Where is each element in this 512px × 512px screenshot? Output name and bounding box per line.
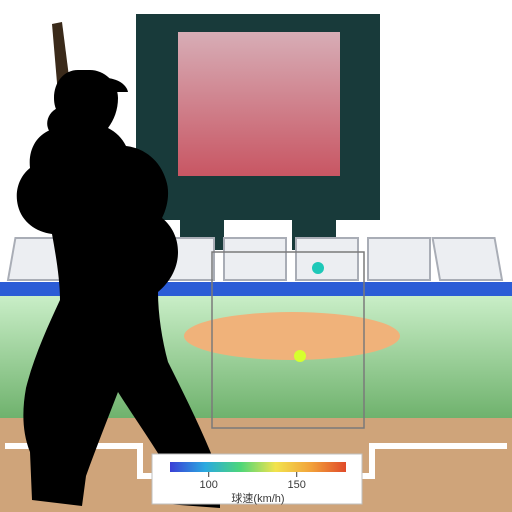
pitchers-mound xyxy=(184,312,400,360)
pitch-marker xyxy=(312,262,324,274)
stand-box xyxy=(368,238,430,280)
legend-tick-label: 100 xyxy=(200,479,218,491)
pitch-marker xyxy=(294,350,306,362)
speed-legend: 100 150 球速(km/h) xyxy=(152,454,362,505)
legend-axis-label: 球速(km/h) xyxy=(231,491,284,505)
stand-box xyxy=(433,238,502,280)
scoreboard-screen xyxy=(178,32,340,176)
legend-tick-label: 150 xyxy=(288,479,306,491)
stand-box xyxy=(224,238,286,280)
stand-box xyxy=(296,238,358,280)
